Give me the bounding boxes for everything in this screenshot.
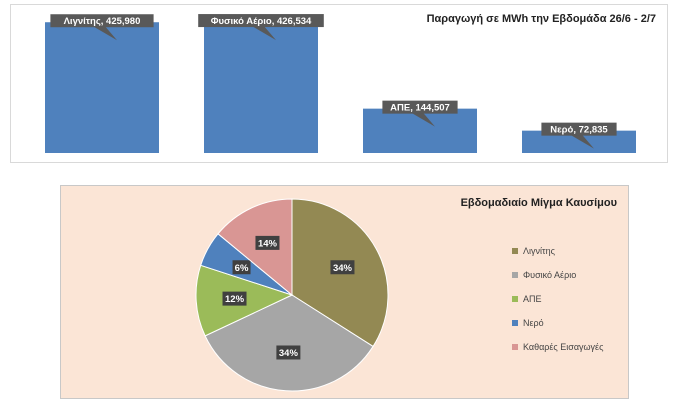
pie-label-box-1 <box>276 345 301 360</box>
bar-data-label-3: Νερό, 72,835 <box>550 125 608 136</box>
pie-legend: Λιγνίτης Φυσικό Αέριο ΑΠΕ Νερό Καθαρές Εισαγ… <box>512 246 604 352</box>
pie-label-box-0 <box>330 260 355 275</box>
pie-chart-panel: Εβδομαδιαίο Μίγμα Καυσίμου 34% 34% 12% 6% 14… <box>60 185 629 399</box>
bar-label-pointer-2 <box>411 112 435 127</box>
legend-label-4: Καθαρές Εισαγωγές <box>523 342 604 352</box>
pie-label-box-4 <box>255 235 280 250</box>
legend-swatch-2 <box>512 296 518 302</box>
bar-data-label-2: ΑΠΕ, 144,507 <box>390 103 450 114</box>
bar-label-pointer-1 <box>252 26 276 41</box>
pie-slice-4 <box>217 198 293 297</box>
pie-data-label-1: 34% <box>279 348 299 359</box>
bar-0 <box>45 22 159 154</box>
pie-label-box-3 <box>232 260 251 275</box>
bar-label-box-3 <box>541 122 617 136</box>
legend-swatch-1 <box>512 272 518 278</box>
legend-swatch-4 <box>512 344 518 350</box>
legend-swatch-0 <box>512 248 518 254</box>
pie-data-label-2: 12% <box>225 294 245 305</box>
pie-label-box-2 <box>222 291 247 306</box>
bar-data-label-0: Λιγνίτης, 425,980 <box>64 16 141 27</box>
pie-chart: Εβδομαδιαίο Μίγμα Καυσίμου 34% 34% 12% 6% 14… <box>195 197 617 392</box>
bar-chart-panel: Παραγωγή σε MWh την Εβδομάδα 26/6 - 2/7 … <box>10 4 668 163</box>
bar-label-pointer-3 <box>570 134 594 149</box>
legend-label-0: Λιγνίτης <box>523 246 556 256</box>
bar-chart: Παραγωγή σε MWh την Εβδομάδα 26/6 - 2/7 … <box>45 13 656 154</box>
bar-1 <box>204 22 318 154</box>
bar-label-box-1 <box>198 14 324 28</box>
bar-data-label-1: Φυσικό Αέριο, 426,534 <box>211 16 312 27</box>
bar-label-box-2 <box>382 100 458 114</box>
legend-label-1: Φυσικό Αέριο <box>523 270 576 280</box>
bar-label-pointer-0 <box>93 26 117 41</box>
legend-label-2: ΑΠΕ <box>523 294 542 304</box>
pie-data-label-3: 6% <box>235 263 249 274</box>
pie-chart-title: Εβδομαδιαίο Μίγμα Καυσίμου <box>461 197 617 209</box>
bar-label-box-0 <box>50 14 154 28</box>
pie-data-label-0: 34% <box>333 263 353 274</box>
pie-slice-1 <box>204 294 374 392</box>
bar-3 <box>522 130 636 153</box>
bar-chart-title: Παραγωγή σε MWh την Εβδομάδα 26/6 - 2/7 <box>427 13 656 25</box>
legend-label-3: Νερό <box>523 318 544 328</box>
legend-swatch-3 <box>512 320 518 326</box>
pie-data-label-4: 14% <box>258 238 278 249</box>
